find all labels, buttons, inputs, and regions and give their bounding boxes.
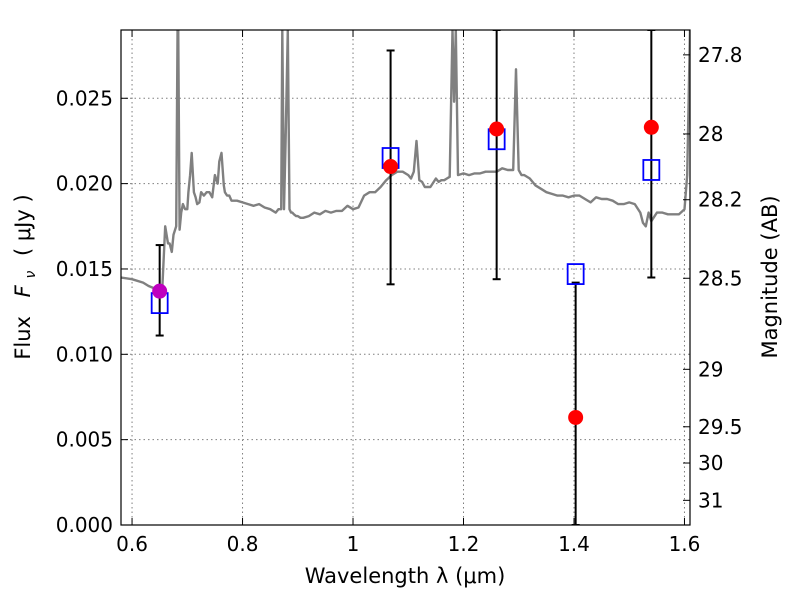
- observed-marker: [383, 159, 399, 175]
- y-tick-label: 0.010: [56, 342, 113, 366]
- x-tick-label: 1: [347, 532, 360, 556]
- y-tick-labels: 0.000 0.005 0.010 0.015 0.020 0.025: [56, 86, 113, 537]
- y2-tick-labels: 27.8 28 28.2 28.5 29 29.5 30 31: [698, 43, 743, 512]
- plot-background: [121, 30, 690, 525]
- plot-frame: [120, 29, 691, 526]
- x-tick-label: 1.6: [669, 532, 701, 556]
- x-tick-labels: 0.6 0.8 1 1.2 1.4 1.6: [116, 532, 700, 556]
- y-axis-label-symbol: F: [11, 284, 35, 297]
- y-tick-label: 0.025: [56, 86, 113, 110]
- y-axis-label-subscript: ν: [23, 271, 39, 279]
- y2-tick-label: 31: [698, 488, 723, 512]
- y2-axis-label: Magnitude (AB): [758, 195, 782, 358]
- observed-marker: [152, 283, 168, 299]
- x-tick-label: 0.8: [227, 532, 259, 556]
- model-marker: [642, 159, 661, 181]
- x-tick-label: 1.2: [448, 532, 480, 556]
- observed-marker: [568, 409, 584, 425]
- y2-tick-label: 30: [698, 451, 723, 475]
- y-tick-label: 0.000: [56, 513, 113, 537]
- y-axis-label: Flux F ν ( μJy ): [11, 194, 40, 359]
- observed-markers: [152, 119, 659, 425]
- y2-tick-label: 28: [698, 122, 723, 146]
- y-tick-label: 0.020: [56, 172, 113, 196]
- plot-area: [121, 30, 690, 525]
- y2-tick-label: 28.2: [698, 188, 743, 212]
- observed-marker: [489, 121, 505, 137]
- y-axis-label-prefix: Flux: [11, 316, 35, 360]
- y2-tick-label: 29: [698, 357, 723, 381]
- y2-tick-label: 29.5: [698, 415, 743, 439]
- y2-tick-label: 28.5: [698, 266, 743, 290]
- spectrum-line: [121, 30, 690, 291]
- y-tick-label: 0.015: [56, 257, 113, 281]
- observed-marker: [643, 119, 659, 135]
- y-axis-label-unit: ( μJy ): [11, 194, 35, 256]
- x-tick-label: 1.4: [558, 532, 590, 556]
- x-axis-label: Wavelength λ (μm): [305, 564, 506, 588]
- axis-ticks: [121, 30, 690, 526]
- y-tick-label: 0.005: [56, 428, 113, 452]
- model-marker: [566, 263, 585, 285]
- x-tick-label: 0.6: [116, 532, 148, 556]
- y2-tick-label: 27.8: [698, 43, 743, 67]
